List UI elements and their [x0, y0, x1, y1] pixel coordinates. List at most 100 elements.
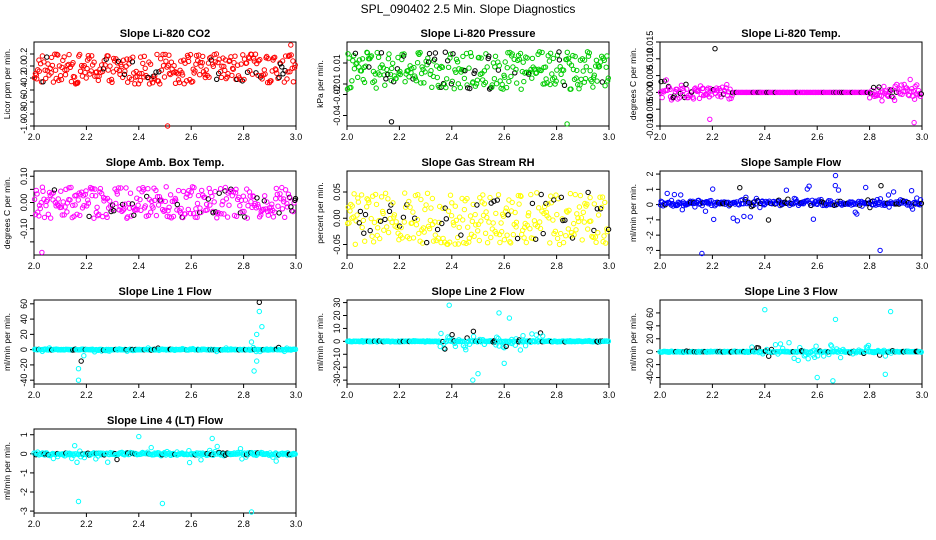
data-point [148, 209, 154, 215]
data-point [132, 207, 138, 213]
data-point [712, 46, 718, 52]
data-point [351, 191, 357, 197]
data-point [472, 68, 478, 74]
data-point [175, 77, 182, 83]
data-point [44, 54, 50, 60]
y-axis-label: ml/min per min. [628, 184, 638, 242]
data-point [409, 220, 415, 226]
data-point [912, 83, 918, 90]
data-point [74, 211, 80, 218]
data-point [826, 351, 832, 358]
data-point [786, 340, 792, 346]
data-point [273, 458, 279, 464]
data-point [114, 66, 120, 73]
data-point [556, 49, 562, 55]
y-tick-label: 0 [645, 349, 655, 354]
data-point [605, 226, 612, 233]
data-point [102, 196, 108, 202]
data-point [203, 201, 210, 208]
data-point [222, 184, 229, 191]
data-point [175, 187, 182, 194]
y-tick-label: -1.0 [19, 118, 29, 134]
x-tick-label: 2.8 [237, 519, 250, 529]
data-point [355, 74, 361, 81]
data-point [457, 84, 463, 91]
data-point [114, 456, 120, 463]
data-point [813, 343, 819, 349]
data-point [134, 195, 140, 201]
data-point [430, 238, 437, 244]
data-point [247, 68, 253, 74]
data-point [402, 190, 408, 196]
data-point [262, 193, 268, 199]
data-point [137, 77, 144, 84]
data-point [248, 509, 255, 515]
data-point [453, 56, 460, 62]
x-tick-label: 2.6 [811, 390, 824, 400]
data-point [91, 450, 97, 456]
data-point [590, 84, 596, 90]
data-point [195, 192, 202, 199]
y-tick-label: -0.6 [19, 94, 29, 110]
data-point [378, 50, 385, 56]
data-point [436, 84, 442, 91]
data-point [571, 232, 577, 238]
data-point [155, 78, 162, 84]
y-tick-label: -1 [645, 216, 655, 224]
data-point [783, 187, 790, 193]
data-point [440, 80, 447, 87]
data-point [428, 205, 434, 211]
data-point [262, 71, 268, 77]
data-point [587, 68, 593, 74]
data-point [463, 347, 469, 353]
data-point [115, 185, 122, 191]
data-point [85, 53, 92, 59]
data-point [492, 53, 499, 59]
data-point [734, 218, 741, 224]
data-point [356, 57, 363, 63]
x-tick-label: 2.6 [185, 132, 198, 142]
x-tick-label: 2.2 [80, 390, 93, 400]
data-point [237, 203, 243, 209]
data-point [77, 448, 83, 454]
data-point [162, 207, 168, 213]
data-point [447, 55, 453, 61]
y-tick-label: 0.2 [19, 48, 29, 61]
data-point [814, 374, 820, 381]
x-tick-label: 3.0 [916, 390, 929, 400]
data-point [141, 53, 148, 59]
data-point [536, 205, 542, 211]
data-point [410, 209, 416, 215]
data-point [259, 324, 265, 330]
data-point [536, 49, 543, 55]
data-point [219, 202, 225, 208]
data-point [107, 63, 113, 69]
data-point [127, 190, 134, 196]
data-point [473, 81, 480, 87]
data-point [349, 203, 355, 209]
data-point [123, 185, 129, 191]
data-point [472, 211, 478, 218]
data-point [153, 187, 159, 194]
data-point [261, 67, 267, 73]
data-point [160, 51, 166, 58]
data-point [145, 186, 151, 192]
data-point [911, 96, 918, 102]
data-point [442, 49, 448, 55]
data-point [279, 58, 286, 64]
data-point [244, 215, 251, 221]
data-point [887, 308, 894, 315]
data-point [254, 331, 260, 338]
data-point [877, 196, 884, 202]
data-point [388, 119, 395, 125]
data-point [128, 213, 134, 219]
y-tick-label: -2 [19, 488, 29, 496]
data-point [230, 66, 237, 72]
data-point [540, 230, 546, 237]
data-point [282, 214, 288, 221]
data-point [438, 330, 444, 337]
data-point [765, 217, 772, 223]
data-point [288, 52, 294, 58]
data-point [543, 200, 549, 207]
data-point [199, 60, 205, 66]
